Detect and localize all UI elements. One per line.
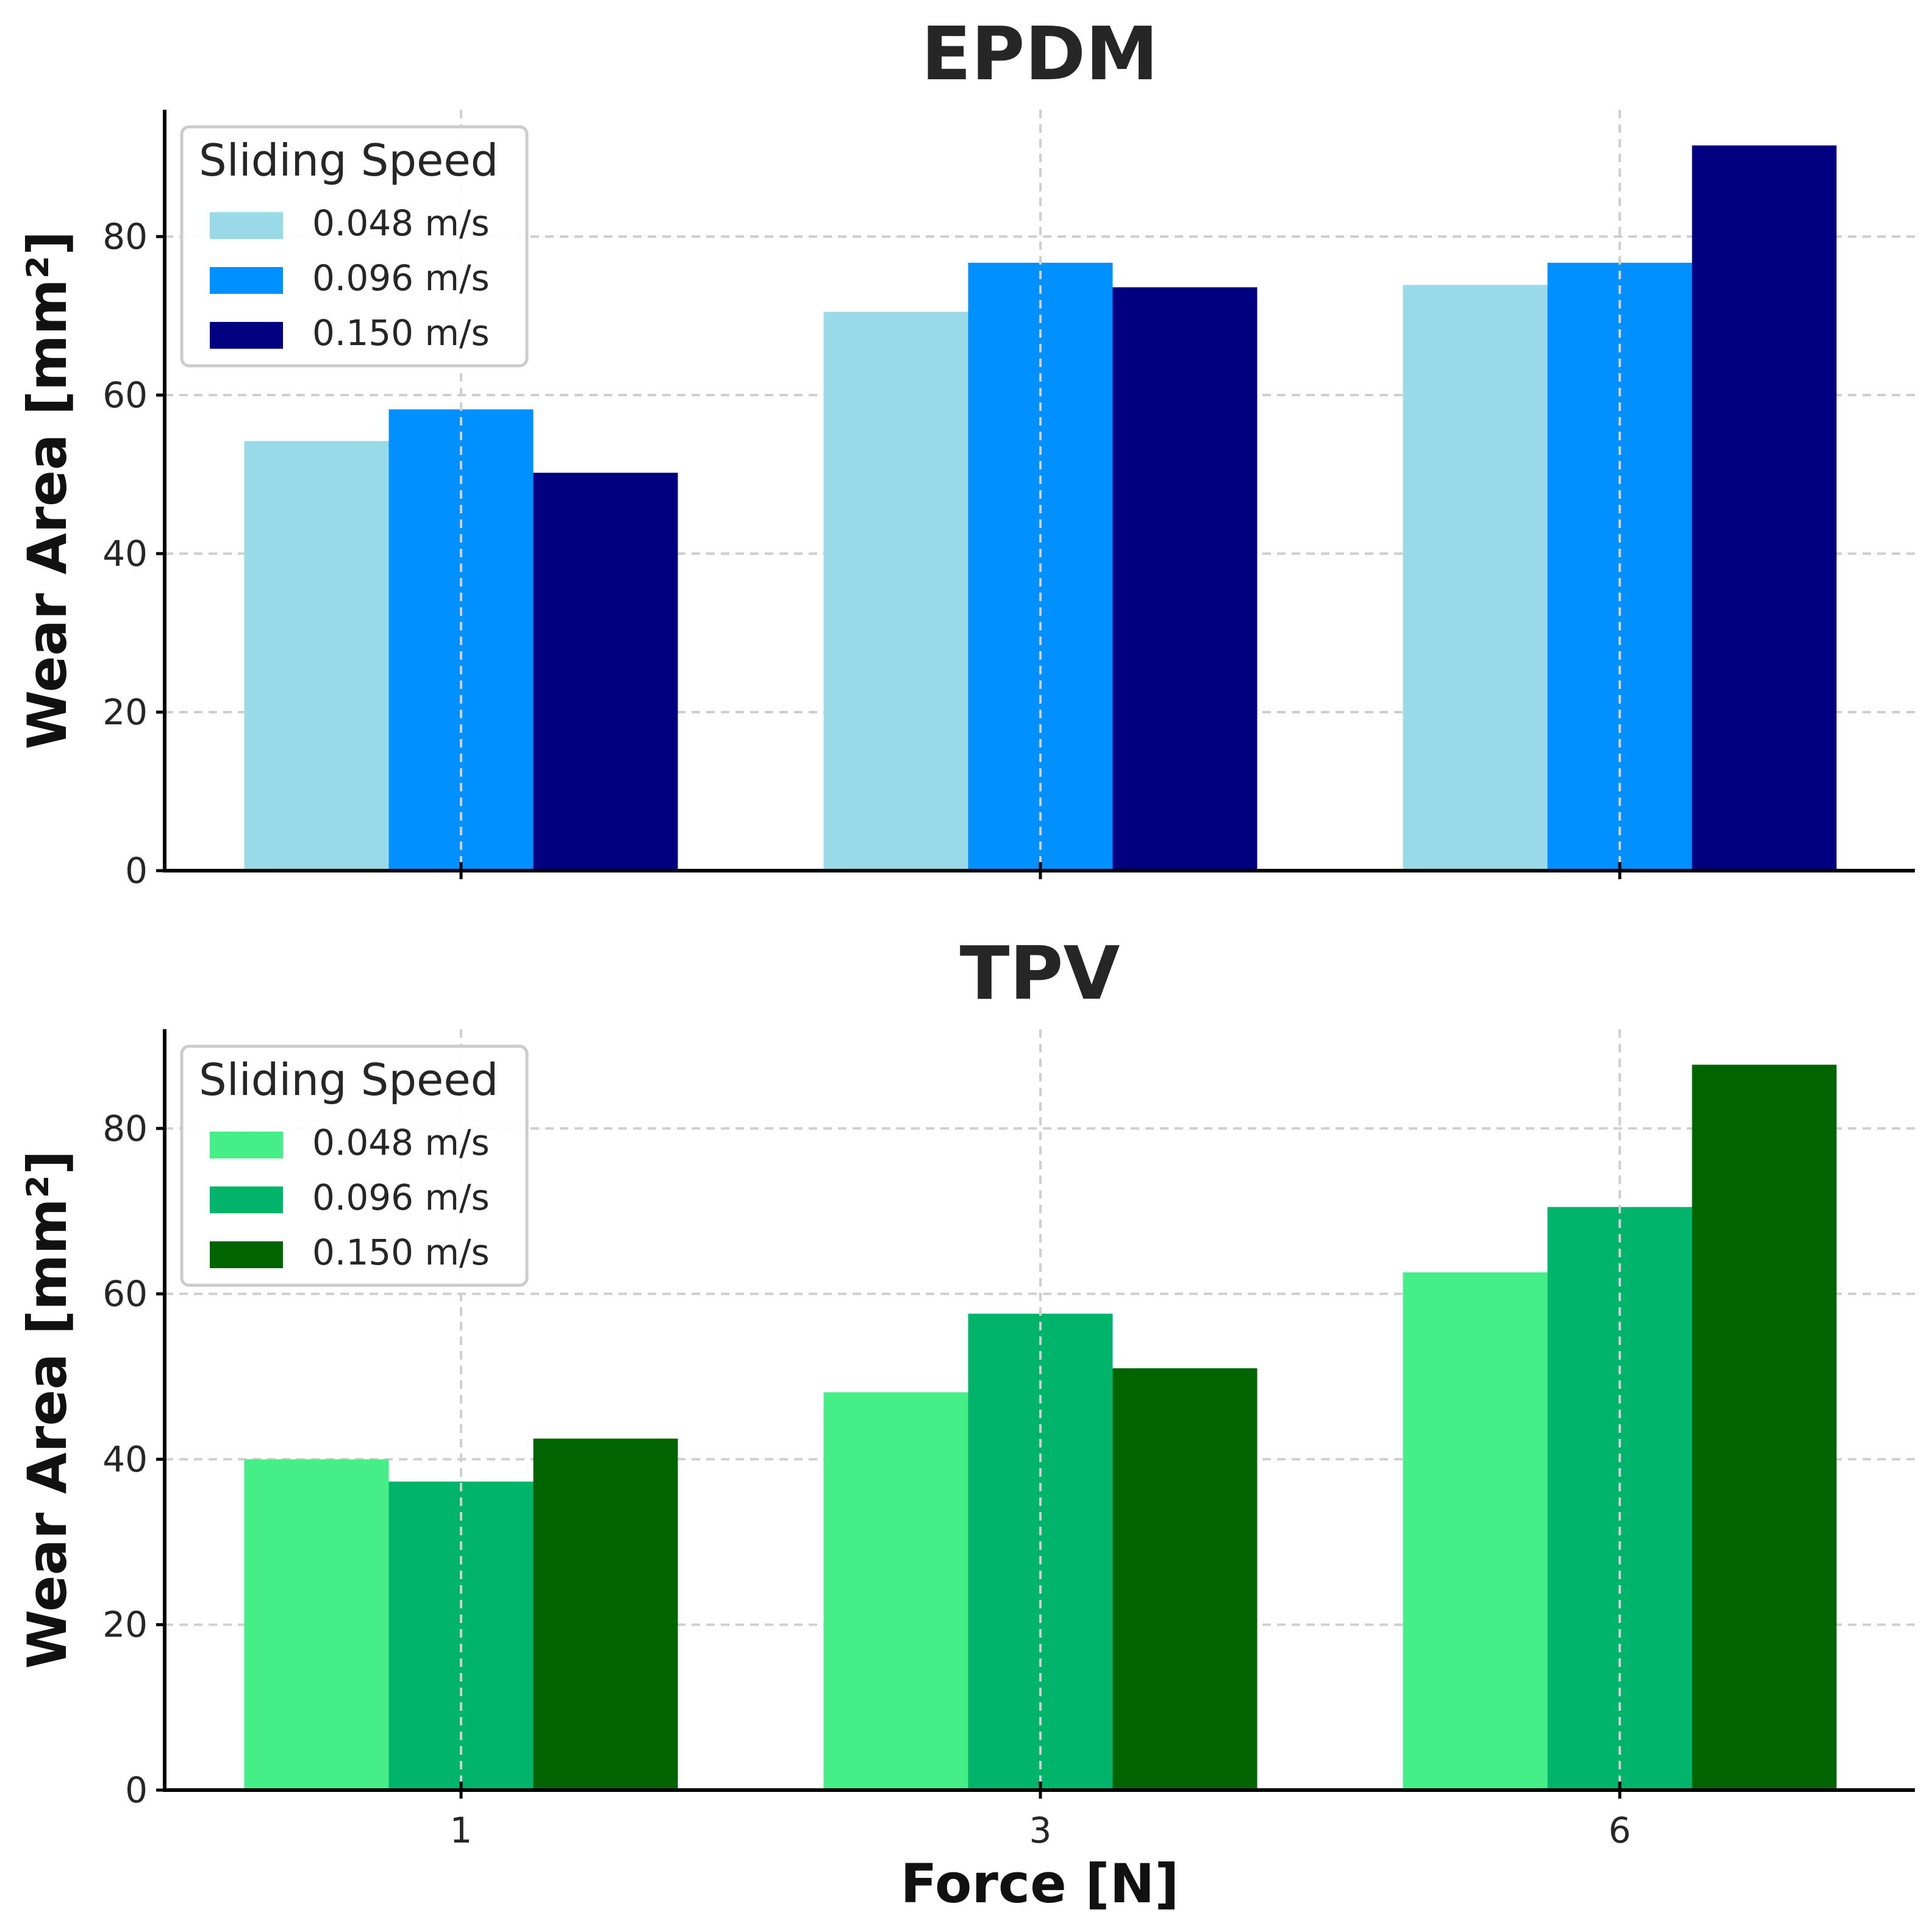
y-axis-label: Wear Area [mm²] — [16, 1151, 79, 1669]
y-tick-label: 60 — [102, 1273, 148, 1315]
bar-1-1 — [244, 441, 389, 871]
legend-swatch-1 — [210, 212, 283, 239]
bar-3-1 — [533, 473, 678, 871]
x-axis-label: Force [N] — [901, 1852, 1179, 1915]
legend-label-3: 0.150 m/s — [312, 312, 490, 354]
y-tick-label: 40 — [102, 533, 148, 574]
y-tick-label: 20 — [102, 691, 148, 733]
bar-3-3 — [1112, 1368, 1258, 1790]
y-tick-label: 40 — [102, 1438, 148, 1480]
bar-1-1 — [244, 1459, 389, 1790]
legend-frame — [180, 125, 529, 368]
chart-title: EPDM — [921, 12, 1159, 97]
legend-label-3: 0.150 m/s — [312, 1232, 490, 1273]
y-tick-label: 60 — [102, 374, 148, 416]
y-tick-label: 0 — [125, 1769, 148, 1811]
legend-label-1: 0.048 m/s — [312, 202, 490, 244]
y-tick-label: 80 — [102, 216, 148, 257]
y-tick-label: 20 — [102, 1604, 148, 1646]
chart-title: TPV — [960, 932, 1120, 1016]
legend-label-1: 0.048 m/s — [312, 1122, 490, 1163]
x-tick-label: 1 — [450, 1810, 473, 1851]
bar-3-1 — [533, 1438, 678, 1790]
x-tick-label: 3 — [1029, 1810, 1052, 1851]
legend-swatch-2 — [210, 1186, 283, 1213]
bar-1-3 — [823, 312, 968, 871]
chart-panel-tpv: TPV 0 20 40 60 80 1 3 6 Wear Area [mm²] Force [N] S… — [16, 932, 1915, 1915]
legend-title: Sliding Speed — [199, 135, 498, 186]
legend: Sliding Speed 0.048 m/s 0.096 m/s 0.150 m/s — [180, 125, 529, 368]
y-axis-label: Wear Area [mm²] — [16, 231, 79, 750]
x-tick-label: 6 — [1609, 1810, 1631, 1851]
y-tick-label: 80 — [102, 1108, 148, 1149]
legend-swatch-3 — [210, 322, 283, 349]
bar-1-6 — [1403, 1272, 1548, 1790]
legend-swatch-1 — [210, 1132, 283, 1158]
legend-label-2: 0.096 m/s — [312, 257, 490, 299]
legend: Sliding Speed 0.048 m/s 0.096 m/s 0.150 m/s — [180, 1044, 529, 1287]
legend-label-2: 0.096 m/s — [312, 1177, 490, 1218]
bar-3-6 — [1692, 1065, 1837, 1790]
bar-1-3 — [823, 1392, 968, 1790]
y-tick-label: 0 — [125, 850, 148, 891]
legend-swatch-3 — [210, 1241, 283, 1268]
bar-3-3 — [1112, 287, 1258, 871]
legend-swatch-2 — [210, 267, 283, 294]
chart-panel-epdm: EPDM 0 20 40 60 80 Wear Area [mm²] Sliding Spee… — [16, 12, 1915, 891]
legend-frame — [180, 1044, 529, 1287]
legend-title: Sliding Speed — [199, 1054, 498, 1105]
bar-1-6 — [1403, 285, 1548, 871]
bar-3-6 — [1692, 145, 1837, 871]
